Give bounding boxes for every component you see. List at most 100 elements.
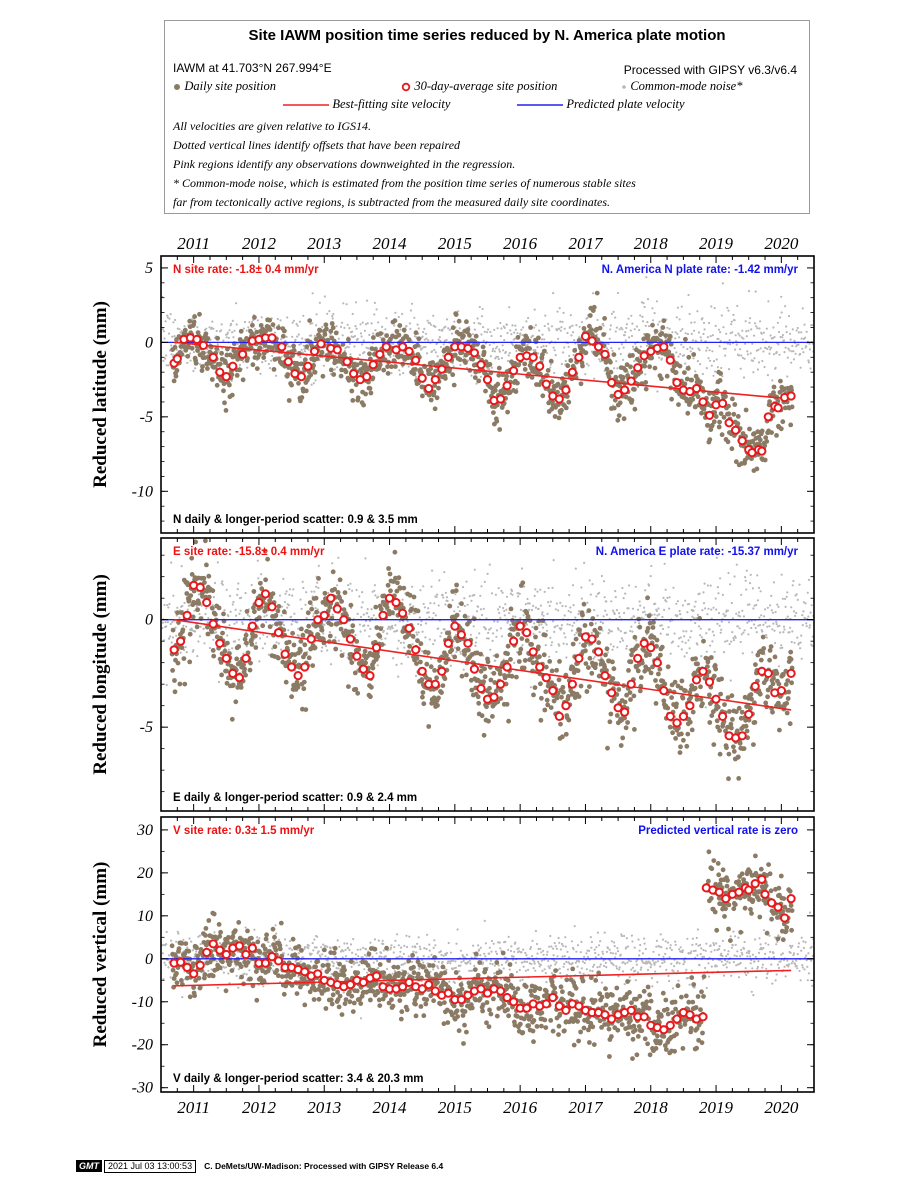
common-mode-point (548, 655, 551, 658)
common-mode-point (465, 580, 468, 583)
common-mode-point (791, 584, 794, 587)
daily-point (587, 655, 593, 661)
common-mode-point (359, 323, 362, 326)
common-mode-point (496, 327, 499, 330)
average-point (332, 345, 342, 355)
common-mode-point (311, 292, 314, 295)
daily-point (638, 675, 644, 680)
common-mode-point (527, 602, 530, 605)
daily-point (205, 336, 211, 341)
common-mode-point (227, 614, 230, 618)
note-pink: Pink regions identify any observations d… (173, 157, 516, 171)
daily-point (342, 590, 348, 595)
common-mode-point (437, 604, 440, 607)
common-mode-point (217, 680, 220, 684)
common-mode-point (479, 594, 482, 597)
daily-point (615, 417, 621, 423)
common-mode-point (454, 633, 457, 637)
daily-point (652, 365, 658, 371)
daily-point (212, 364, 218, 370)
common-mode-point (635, 639, 638, 642)
common-mode-point (631, 345, 635, 348)
common-mode-point (711, 334, 715, 337)
daily-point (563, 371, 569, 377)
daily-point (193, 360, 199, 366)
common-mode-point (624, 331, 627, 334)
daily-point (380, 337, 386, 343)
daily-point (442, 676, 448, 682)
daily-point (518, 646, 524, 652)
common-mode-point (769, 604, 772, 607)
common-mode-point (700, 636, 703, 639)
common-mode-point (800, 657, 803, 660)
daily-point (677, 363, 683, 369)
common-mode-point (737, 354, 741, 357)
daily-point (453, 312, 459, 317)
daily-point (602, 316, 607, 321)
common-mode-point (373, 301, 376, 304)
daily-point (679, 678, 685, 684)
common-mode-point (360, 606, 363, 609)
daily-point (632, 406, 638, 412)
common-mode-point (291, 335, 294, 338)
common-mode-point (639, 345, 642, 348)
common-mode-point (521, 333, 524, 337)
common-mode-point (739, 367, 742, 370)
common-mode-point (270, 359, 273, 362)
average-point (221, 372, 231, 382)
common-mode-point (168, 317, 171, 320)
common-mode-point (547, 601, 550, 604)
common-mode-point (287, 604, 290, 607)
daily-point (450, 325, 456, 331)
common-mode-point (503, 609, 506, 613)
daily-point (629, 652, 634, 658)
common-mode-point (356, 337, 359, 340)
common-mode-point (258, 660, 261, 663)
daily-point (628, 364, 633, 370)
daily-point (666, 349, 672, 355)
common-mode-point (462, 668, 465, 671)
common-mode-point (265, 621, 268, 624)
common-mode-point (261, 361, 264, 364)
common-mode-point (494, 593, 497, 596)
daily-point (181, 656, 187, 661)
common-mode-point (200, 604, 203, 607)
daily-point (630, 353, 635, 358)
common-mode-point (165, 683, 168, 687)
daily-point (421, 701, 427, 707)
common-mode-point (520, 328, 523, 331)
daily-point (209, 377, 215, 382)
daily-point (464, 319, 469, 325)
daily-point (296, 380, 301, 386)
common-mode-point (800, 331, 803, 334)
common-mode-point (301, 351, 304, 354)
common-mode-point (312, 612, 315, 615)
common-mode-point (740, 593, 743, 596)
common-mode-point (226, 331, 229, 334)
common-mode-point (372, 614, 375, 617)
common-mode-point (605, 600, 608, 603)
common-mode-point (381, 325, 384, 328)
common-mode-point (794, 614, 797, 618)
common-mode-point (188, 604, 191, 607)
common-mode-point (362, 613, 365, 616)
daily-point (447, 603, 453, 609)
common-mode-point (335, 325, 338, 328)
common-mode-point (779, 316, 782, 319)
daily-point (219, 350, 225, 356)
common-mode-point (678, 336, 681, 339)
common-mode-point (540, 346, 543, 349)
average-point (316, 339, 326, 349)
common-mode-point (226, 634, 229, 637)
common-mode-point (478, 305, 481, 309)
average-point (381, 342, 391, 352)
common-mode-point (754, 322, 757, 325)
common-mode-point (748, 321, 751, 324)
x-tick-label-bottom: 2011 (177, 1098, 210, 1117)
daily-point (543, 664, 549, 670)
common-mode-point (231, 319, 234, 322)
common-mode-point (267, 362, 270, 366)
common-mode-point (807, 361, 811, 364)
daily-point (368, 390, 374, 396)
common-mode-point (520, 567, 524, 570)
